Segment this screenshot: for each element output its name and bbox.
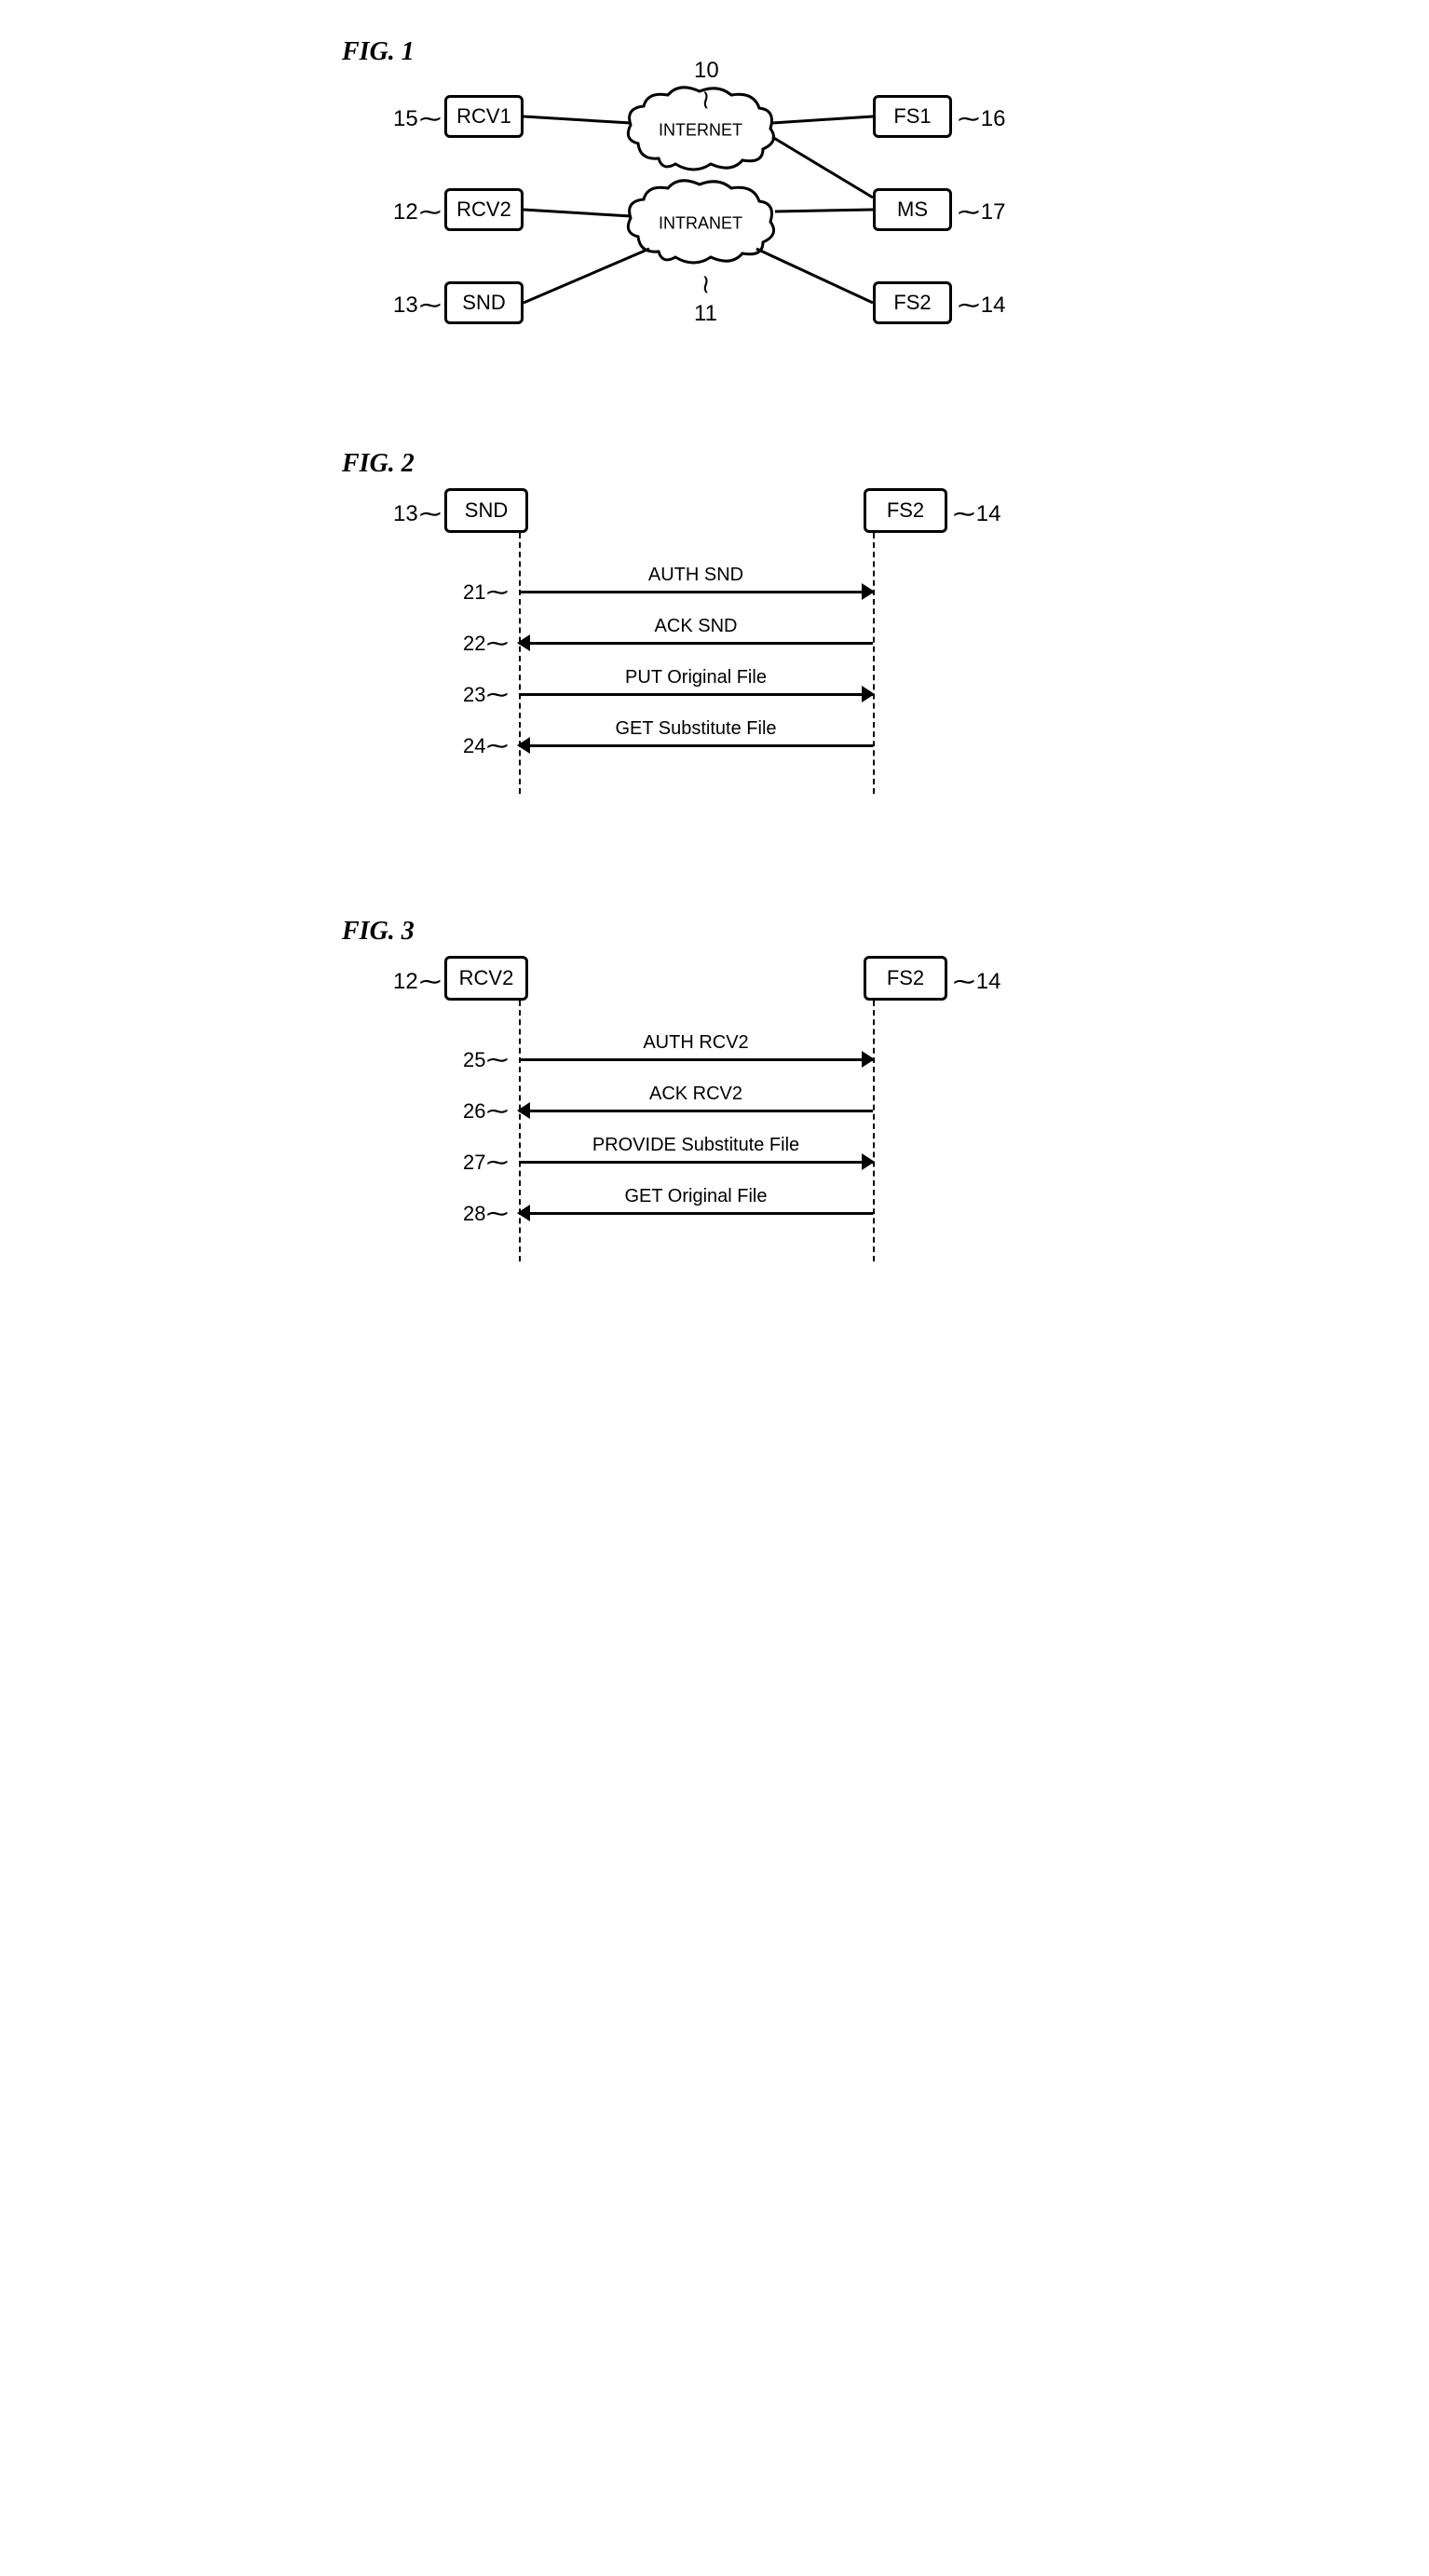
fig3-lifeline-right [873, 1001, 875, 1261]
fig3-box-right-label: FS2 [887, 966, 924, 990]
ref-ms: 17 ∼ [959, 198, 1006, 226]
fig3-msg-1-label: AUTH RCV2 [643, 1032, 748, 1054]
fig2-msg-3-ref-num: 23 [463, 683, 485, 707]
figure-2-title: FIG. 2 [342, 449, 1087, 479]
ref-fs2-num: 14 [981, 293, 1006, 319]
ref-internet-num: 10 [694, 58, 719, 84]
fig2-msg-1-ref-num: 21 [463, 580, 485, 605]
figure-2: FIG. 2 SND 13 ∼ FS2 14 ∼ AUTH SND 21 ∼ A… [342, 449, 1087, 842]
ref-intranet-num: 11 [694, 301, 717, 327]
fig3-msg-1: AUTH RCV2 [519, 1058, 873, 1061]
fig3-msg-3-label: PROVIDE Substitute File [592, 1135, 799, 1156]
ref-intranet: ∼ 11 [694, 270, 717, 327]
box-rcv1-label: RCV1 [456, 104, 511, 129]
box-fs2: FS2 [873, 281, 952, 324]
fig2-lifeline-left [519, 533, 521, 794]
fig2-ref-left: 13 ∼ [393, 499, 441, 528]
fig3-msg-4-ref: 28 ∼ [463, 1199, 508, 1228]
figure-2-canvas: SND 13 ∼ FS2 14 ∼ AUTH SND 21 ∼ ACK SND [342, 488, 1087, 842]
fig3-msg-4: GET Original File [519, 1212, 873, 1215]
fig3-msg-4-ref-num: 28 [463, 1202, 485, 1226]
fig3-box-right: FS2 [864, 956, 947, 1001]
fig3-msg-1-ref: 25 ∼ [463, 1045, 508, 1074]
fig3-ref-right-num: 14 [976, 969, 1001, 995]
fig3-msg-2: ACK RCV2 [519, 1110, 873, 1112]
ref-fs1-num: 16 [981, 106, 1006, 132]
fig2-msg-3-ref: 23 ∼ [463, 680, 508, 709]
ref-fs1: 16 ∼ [959, 104, 1006, 133]
fig3-msg-2-ref-num: 26 [463, 1099, 485, 1124]
arrow-right-icon [862, 583, 875, 600]
box-fs1-label: FS1 [893, 104, 931, 129]
fig2-msg-3-label: PUT Original File [625, 667, 767, 688]
fig2-msg-2-label: ACK SND [655, 616, 738, 637]
figure-1: FIG. 1 INTERNET INTRANET ∼ 10 ∼ 11 RCV1 [342, 37, 1087, 375]
fig2-msg-1-label: AUTH SND [648, 565, 743, 586]
ref-fs2: 14 ∼ [959, 291, 1006, 320]
fig2-ref-right: 14 ∼ [954, 499, 1001, 528]
box-ms-label: MS [897, 198, 928, 222]
arrow-right-icon [862, 1051, 875, 1068]
figure-3-title: FIG. 3 [342, 917, 1087, 947]
box-fs2-label: FS2 [893, 291, 931, 315]
fig2-ref-right-num: 14 [976, 501, 1001, 527]
fig2-msg-4-label: GET Substitute File [615, 718, 776, 740]
box-rcv2: RCV2 [444, 188, 524, 231]
fig2-box-left: SND [444, 488, 528, 533]
fig3-ref-right: 14 ∼ [954, 967, 1001, 996]
fig2-msg-4: GET Substitute File [519, 744, 873, 747]
arrow-left-icon [517, 1205, 530, 1221]
fig3-msg-1-ref-num: 25 [463, 1048, 485, 1072]
fig2-msg-4-ref-num: 24 [463, 734, 485, 758]
fig3-box-left-label: RCV2 [459, 966, 514, 990]
box-fs1: FS1 [873, 95, 952, 138]
cloud-internet-label: INTERNET [659, 120, 742, 140]
fig2-msg-3: PUT Original File [519, 693, 873, 696]
fig3-ref-left-num: 12 [393, 969, 418, 995]
box-snd-label: SND [462, 291, 505, 315]
ref-internet: ∼ 10 [694, 58, 719, 115]
fig2-ref-left-num: 13 [393, 501, 418, 527]
box-rcv1: RCV1 [444, 95, 524, 138]
fig3-lifeline-left [519, 1001, 521, 1261]
fig3-msg-2-label: ACK RCV2 [649, 1084, 742, 1105]
fig2-msg-1-ref: 21 ∼ [463, 578, 508, 607]
ref-rcv2: 12 ∼ [393, 198, 441, 226]
fig3-box-left: RCV2 [444, 956, 528, 1001]
fig2-msg-2-ref: 22 ∼ [463, 629, 508, 658]
ref-ms-num: 17 [981, 199, 1006, 225]
box-ms: MS [873, 188, 952, 231]
fig3-msg-2-ref: 26 ∼ [463, 1097, 508, 1125]
fig2-msg-1: AUTH SND [519, 591, 873, 593]
ref-rcv1: 15 ∼ [393, 104, 441, 133]
cloud-intranet: INTRANET [621, 179, 780, 267]
figure-3: FIG. 3 RCV2 12 ∼ FS2 14 ∼ AUTH RCV2 25 ∼… [342, 917, 1087, 1310]
fig3-ref-left: 12 ∼ [393, 967, 441, 996]
fig2-lifeline-right [873, 533, 875, 794]
arrow-right-icon [862, 686, 875, 702]
box-rcv2-label: RCV2 [456, 198, 511, 222]
figure-1-canvas: INTERNET INTRANET ∼ 10 ∼ 11 RCV1 15 ∼ RC… [342, 76, 1087, 375]
cloud-intranet-label: INTRANET [659, 213, 742, 233]
figure-3-canvas: RCV2 12 ∼ FS2 14 ∼ AUTH RCV2 25 ∼ ACK RC… [342, 956, 1087, 1310]
arrow-left-icon [517, 634, 530, 651]
box-snd: SND [444, 281, 524, 324]
fig2-box-left-label: SND [465, 498, 508, 523]
fig3-msg-3-ref-num: 27 [463, 1151, 485, 1175]
arrow-left-icon [517, 737, 530, 754]
arrow-left-icon [517, 1102, 530, 1119]
fig2-msg-2: ACK SND [519, 642, 873, 645]
ref-rcv1-num: 15 [393, 106, 418, 132]
fig2-msg-2-ref-num: 22 [463, 632, 485, 656]
fig3-msg-3: PROVIDE Substitute File [519, 1161, 873, 1164]
fig2-msg-4-ref: 24 ∼ [463, 731, 508, 760]
ref-snd: 13 ∼ [393, 291, 441, 320]
fig2-box-right: FS2 [864, 488, 947, 533]
fig3-msg-3-ref: 27 ∼ [463, 1148, 508, 1177]
ref-rcv2-num: 12 [393, 199, 418, 225]
ref-snd-num: 13 [393, 293, 418, 319]
fig2-box-right-label: FS2 [887, 498, 924, 523]
arrow-right-icon [862, 1153, 875, 1170]
fig3-msg-4-label: GET Original File [624, 1186, 767, 1207]
